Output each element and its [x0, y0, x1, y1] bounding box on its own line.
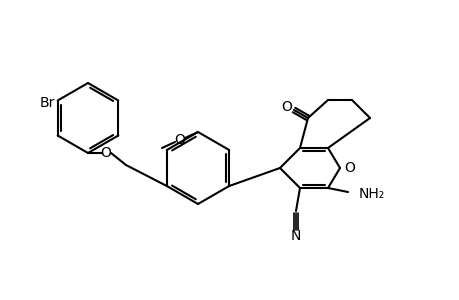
Text: O: O — [174, 133, 185, 147]
Text: NH₂: NH₂ — [358, 187, 385, 201]
Text: Br: Br — [39, 95, 55, 110]
Text: N: N — [290, 229, 301, 243]
Text: O: O — [101, 146, 111, 160]
Text: O: O — [281, 100, 292, 114]
Text: O: O — [343, 161, 354, 175]
